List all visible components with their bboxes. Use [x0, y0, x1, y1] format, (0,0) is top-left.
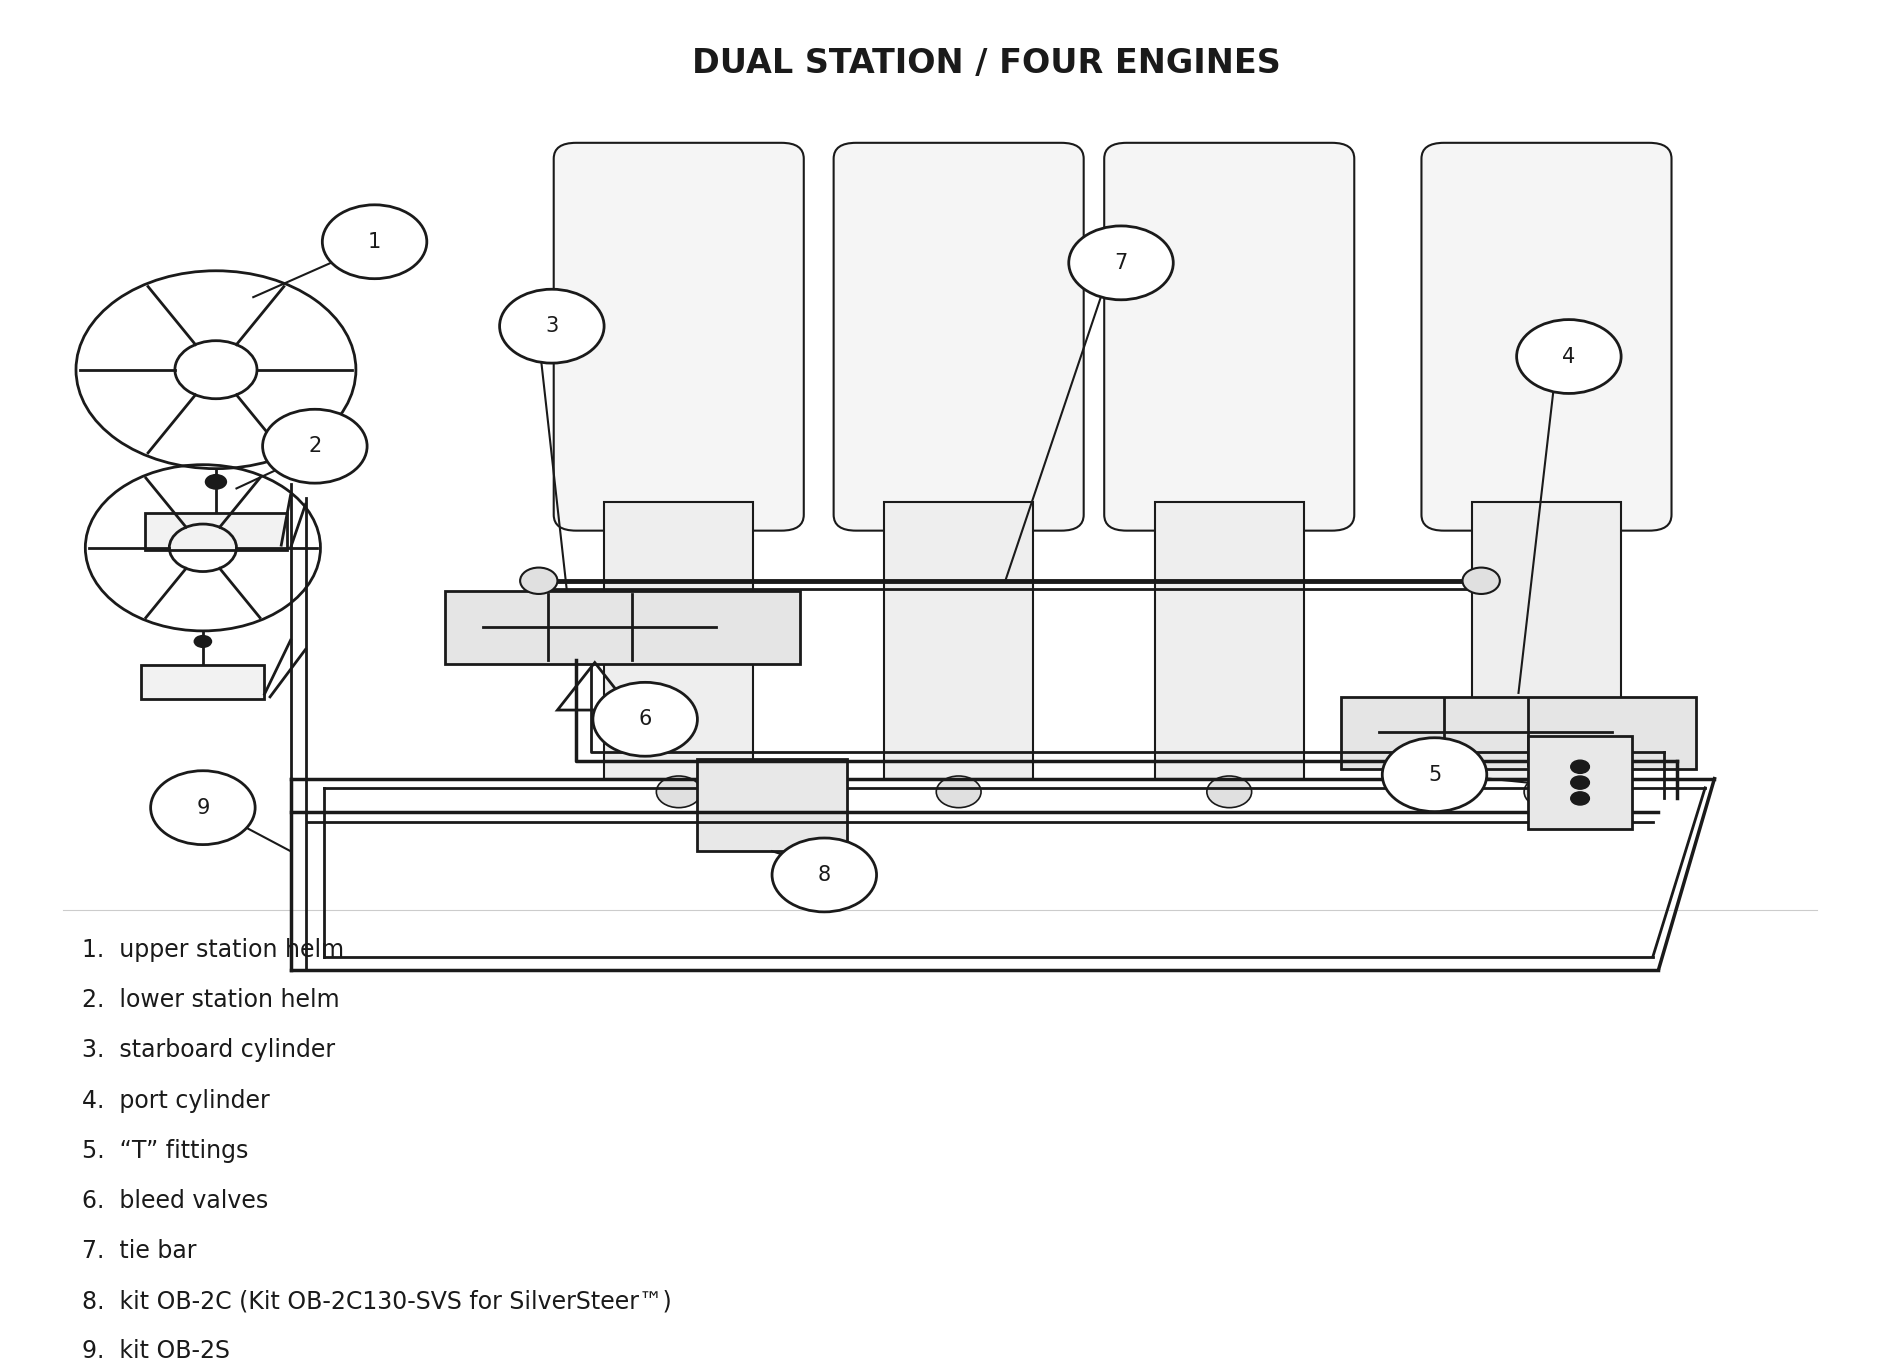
Circle shape: [1463, 568, 1500, 594]
Circle shape: [1068, 227, 1173, 300]
Circle shape: [936, 777, 981, 808]
Circle shape: [1517, 319, 1621, 393]
FancyBboxPatch shape: [1104, 143, 1354, 531]
Text: 7.  tie bar: 7. tie bar: [81, 1239, 196, 1263]
FancyBboxPatch shape: [884, 501, 1034, 778]
Circle shape: [1572, 760, 1589, 774]
Circle shape: [1207, 777, 1252, 808]
Text: 6: 6: [639, 710, 652, 729]
Text: 5.  “T” fittings: 5. “T” fittings: [81, 1138, 248, 1163]
Circle shape: [500, 289, 603, 363]
Circle shape: [521, 568, 558, 594]
FancyBboxPatch shape: [1528, 737, 1632, 829]
FancyBboxPatch shape: [1472, 501, 1621, 778]
Circle shape: [1382, 737, 1487, 812]
FancyBboxPatch shape: [1154, 501, 1305, 778]
Text: 3: 3: [545, 317, 558, 336]
Circle shape: [1572, 777, 1589, 789]
FancyBboxPatch shape: [141, 665, 265, 699]
Text: 4: 4: [1562, 347, 1575, 367]
Circle shape: [773, 838, 876, 912]
Circle shape: [592, 682, 697, 756]
Text: 1.  upper station helm: 1. upper station helm: [81, 938, 344, 962]
Text: 5: 5: [1429, 764, 1442, 785]
FancyBboxPatch shape: [697, 759, 846, 852]
Text: 6.  bleed valves: 6. bleed valves: [81, 1189, 267, 1212]
Circle shape: [1525, 777, 1570, 808]
FancyBboxPatch shape: [833, 143, 1083, 531]
Circle shape: [321, 205, 427, 278]
Text: 9: 9: [196, 797, 209, 818]
Circle shape: [194, 635, 212, 648]
Text: 9.  kit OB-2S: 9. kit OB-2S: [81, 1339, 229, 1364]
FancyBboxPatch shape: [145, 513, 288, 550]
Text: 3.  starboard cylinder: 3. starboard cylinder: [81, 1039, 335, 1062]
FancyBboxPatch shape: [1421, 143, 1671, 531]
FancyBboxPatch shape: [603, 501, 754, 778]
Text: 2: 2: [308, 437, 321, 456]
FancyBboxPatch shape: [1340, 698, 1696, 770]
FancyBboxPatch shape: [555, 143, 805, 531]
Text: 4.  port cylinder: 4. port cylinder: [81, 1088, 269, 1112]
Circle shape: [150, 771, 256, 845]
FancyBboxPatch shape: [446, 591, 801, 663]
Text: 1: 1: [368, 232, 382, 251]
Circle shape: [205, 474, 227, 490]
Circle shape: [263, 410, 367, 483]
Text: DUAL STATION / FOUR ENGINES: DUAL STATION / FOUR ENGINES: [692, 48, 1280, 81]
Circle shape: [656, 777, 701, 808]
Text: 7: 7: [1115, 253, 1128, 273]
Text: 8: 8: [818, 865, 831, 885]
Text: 2.  lower station helm: 2. lower station helm: [81, 988, 338, 1013]
Text: 8.  kit OB-2C (Kit OB-2C130-SVS for SilverSteer™): 8. kit OB-2C (Kit OB-2C130-SVS for Silve…: [81, 1289, 671, 1313]
Circle shape: [1572, 792, 1589, 805]
